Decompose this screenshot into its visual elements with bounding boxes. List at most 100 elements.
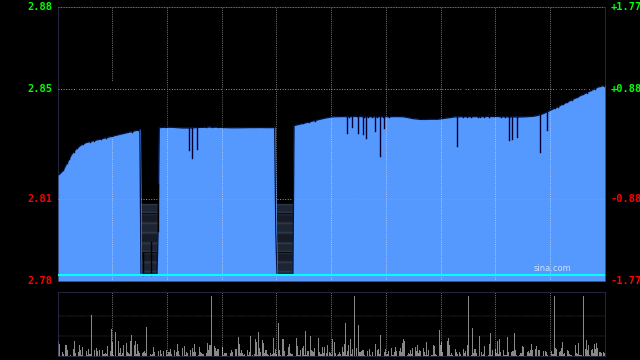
Bar — [255, 339, 256, 356]
Bar — [579, 355, 580, 356]
Bar — [291, 354, 292, 356]
Bar — [338, 355, 339, 356]
Bar — [168, 352, 169, 356]
Bar — [301, 348, 303, 356]
Bar — [429, 339, 431, 356]
Bar — [460, 354, 461, 356]
Bar — [87, 355, 88, 356]
Bar — [269, 352, 271, 356]
Bar — [81, 355, 82, 356]
Bar — [372, 351, 373, 356]
Bar — [313, 352, 314, 356]
Bar — [386, 355, 387, 356]
Bar — [314, 348, 315, 356]
Bar — [496, 353, 497, 356]
Bar — [232, 352, 233, 356]
Bar — [100, 348, 102, 356]
Bar — [290, 353, 291, 356]
Bar — [595, 349, 596, 356]
Bar — [65, 345, 66, 356]
Bar — [594, 344, 595, 356]
Bar — [179, 355, 180, 356]
Bar — [352, 348, 353, 356]
Bar — [532, 350, 533, 356]
Bar — [184, 346, 185, 356]
Bar — [400, 348, 401, 356]
Bar — [593, 353, 594, 356]
Bar — [58, 233, 605, 242]
Bar — [546, 352, 547, 356]
Bar — [208, 350, 209, 356]
Bar — [193, 352, 194, 356]
Bar — [422, 348, 424, 356]
Bar — [167, 355, 168, 356]
Bar — [520, 353, 521, 356]
Bar — [89, 354, 90, 356]
Bar — [530, 350, 531, 356]
Bar — [73, 349, 74, 356]
Bar — [288, 347, 289, 356]
Bar — [225, 353, 226, 356]
Bar — [508, 352, 509, 356]
Bar — [239, 344, 240, 356]
Bar — [205, 353, 207, 356]
Bar — [106, 354, 107, 356]
Bar — [324, 347, 325, 356]
Bar — [528, 351, 529, 356]
Bar — [296, 338, 297, 356]
Bar — [578, 343, 579, 356]
Bar — [381, 354, 383, 356]
Bar — [473, 354, 474, 356]
Bar — [474, 349, 475, 356]
Bar — [311, 350, 312, 356]
Bar — [275, 350, 276, 356]
Bar — [212, 349, 213, 356]
Bar — [536, 346, 537, 356]
Bar — [242, 353, 243, 356]
Bar — [105, 353, 106, 356]
Bar — [580, 355, 581, 356]
Bar — [185, 355, 186, 356]
Bar — [80, 350, 81, 356]
Bar — [402, 343, 403, 356]
Bar — [465, 351, 466, 356]
Bar — [441, 342, 442, 356]
Bar — [468, 296, 469, 356]
Bar — [349, 339, 351, 356]
Bar — [305, 331, 306, 356]
Bar — [556, 349, 557, 356]
Bar — [240, 352, 241, 356]
Bar — [161, 354, 162, 356]
Bar — [88, 349, 89, 356]
Bar — [369, 350, 370, 356]
Bar — [339, 352, 340, 356]
Bar — [243, 355, 244, 356]
Bar — [298, 355, 299, 356]
Bar — [218, 349, 219, 356]
Bar — [390, 348, 392, 356]
Bar — [90, 355, 91, 356]
Bar — [63, 354, 64, 356]
Bar — [249, 352, 250, 356]
Bar — [384, 352, 385, 356]
Bar — [151, 355, 152, 356]
Bar — [553, 354, 554, 356]
Bar — [403, 338, 404, 356]
Bar — [141, 353, 143, 356]
Bar — [392, 355, 393, 356]
Bar — [256, 342, 257, 356]
Bar — [109, 351, 111, 356]
Bar — [470, 355, 472, 356]
Bar — [194, 344, 195, 356]
Bar — [348, 345, 349, 356]
Bar — [164, 348, 165, 356]
Bar — [247, 350, 248, 356]
Bar — [258, 332, 259, 356]
Bar — [273, 338, 274, 356]
Bar — [490, 333, 491, 356]
Bar — [221, 347, 223, 356]
Bar — [97, 351, 98, 356]
Bar — [237, 337, 239, 356]
Bar — [364, 355, 365, 356]
Bar — [385, 349, 386, 356]
